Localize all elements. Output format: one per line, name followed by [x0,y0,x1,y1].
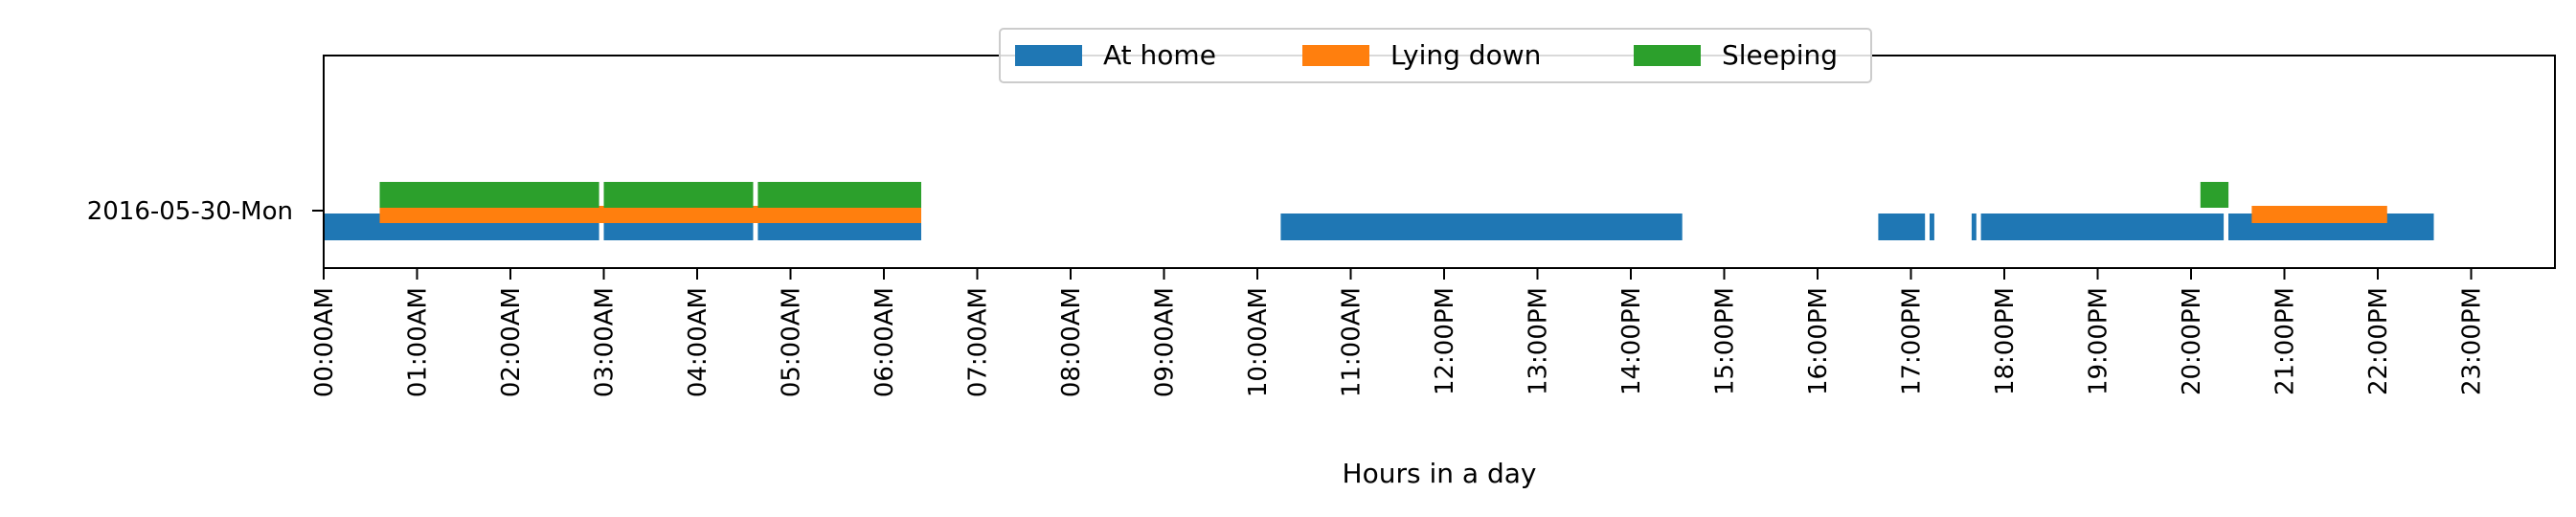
legend-frame [999,28,1872,83]
legend: At home Lying down Sleeping [999,28,1872,83]
x-tick-label: 05:00AM [778,287,806,397]
x-tick-label: 08:00AM [1057,287,1086,397]
x-tick-label: 07:00AM [964,287,993,397]
x-axis: 00:00AM 01:00AM 02:00AM 03:00AM 04:00AM 05:00… [310,268,2487,397]
x-tick-label: 13:00PM [1525,287,1553,395]
x-tick-label: 09:00AM [1151,287,1180,397]
x-tick-label: 20:00PM [2178,287,2206,395]
x-tick-label: 14:00PM [1617,287,1646,395]
x-tick-label: 03:00AM [591,287,620,397]
bar-at-home [1878,214,1926,240]
bars-layer [324,182,2434,240]
legend-label-sleeping: Sleeping [1722,39,1838,71]
bar-lying-down [2251,206,2387,223]
x-tick-label: 19:00PM [2085,287,2113,395]
x-tick-label: 01:00AM [404,287,433,397]
legend-label-lying-down: Lying down [1390,39,1541,71]
x-tick-label: 10:00AM [1244,287,1273,397]
x-tick-label: 16:00PM [1804,287,1833,395]
x-tick-label: 11:00AM [1338,287,1367,397]
y-axis: 2016-05-30-Mon [87,197,324,226]
x-axis-label: Hours in a day [1343,458,1537,489]
x-tick-label: 21:00PM [2271,287,2300,395]
bar-lying-down [379,206,921,223]
x-tick-label: 23:00PM [2458,287,2487,395]
bar-sleeping [2200,182,2229,208]
x-tick-label: 12:00PM [1431,287,1459,395]
x-tick-label: 18:00PM [1991,287,2020,395]
bar-at-home [1280,214,1683,240]
x-tick-label: 02:00AM [497,287,526,397]
bar-at-home [1930,214,1934,240]
legend-swatch-sleeping [1634,45,1701,66]
x-tick-label: 15:00PM [1711,287,1740,395]
bar-sleeping [757,182,921,208]
x-tick-label: 00:00AM [310,287,339,397]
y-tick-label: 2016-05-30-Mon [87,197,293,226]
legend-label-at-home: At home [1103,39,1216,71]
x-tick-label: 06:00AM [870,287,899,397]
x-tick-label: 22:00PM [2364,287,2393,395]
bar-sleeping [603,182,754,208]
bar-sleeping [379,182,599,208]
bar-at-home [1971,214,1977,240]
legend-swatch-at-home [1015,45,1082,66]
x-tick-label: 04:00AM [684,287,712,397]
x-tick-label: 17:00PM [1898,287,1927,395]
legend-swatch-lying-down [1302,45,1369,66]
bar-at-home [1980,214,2225,240]
